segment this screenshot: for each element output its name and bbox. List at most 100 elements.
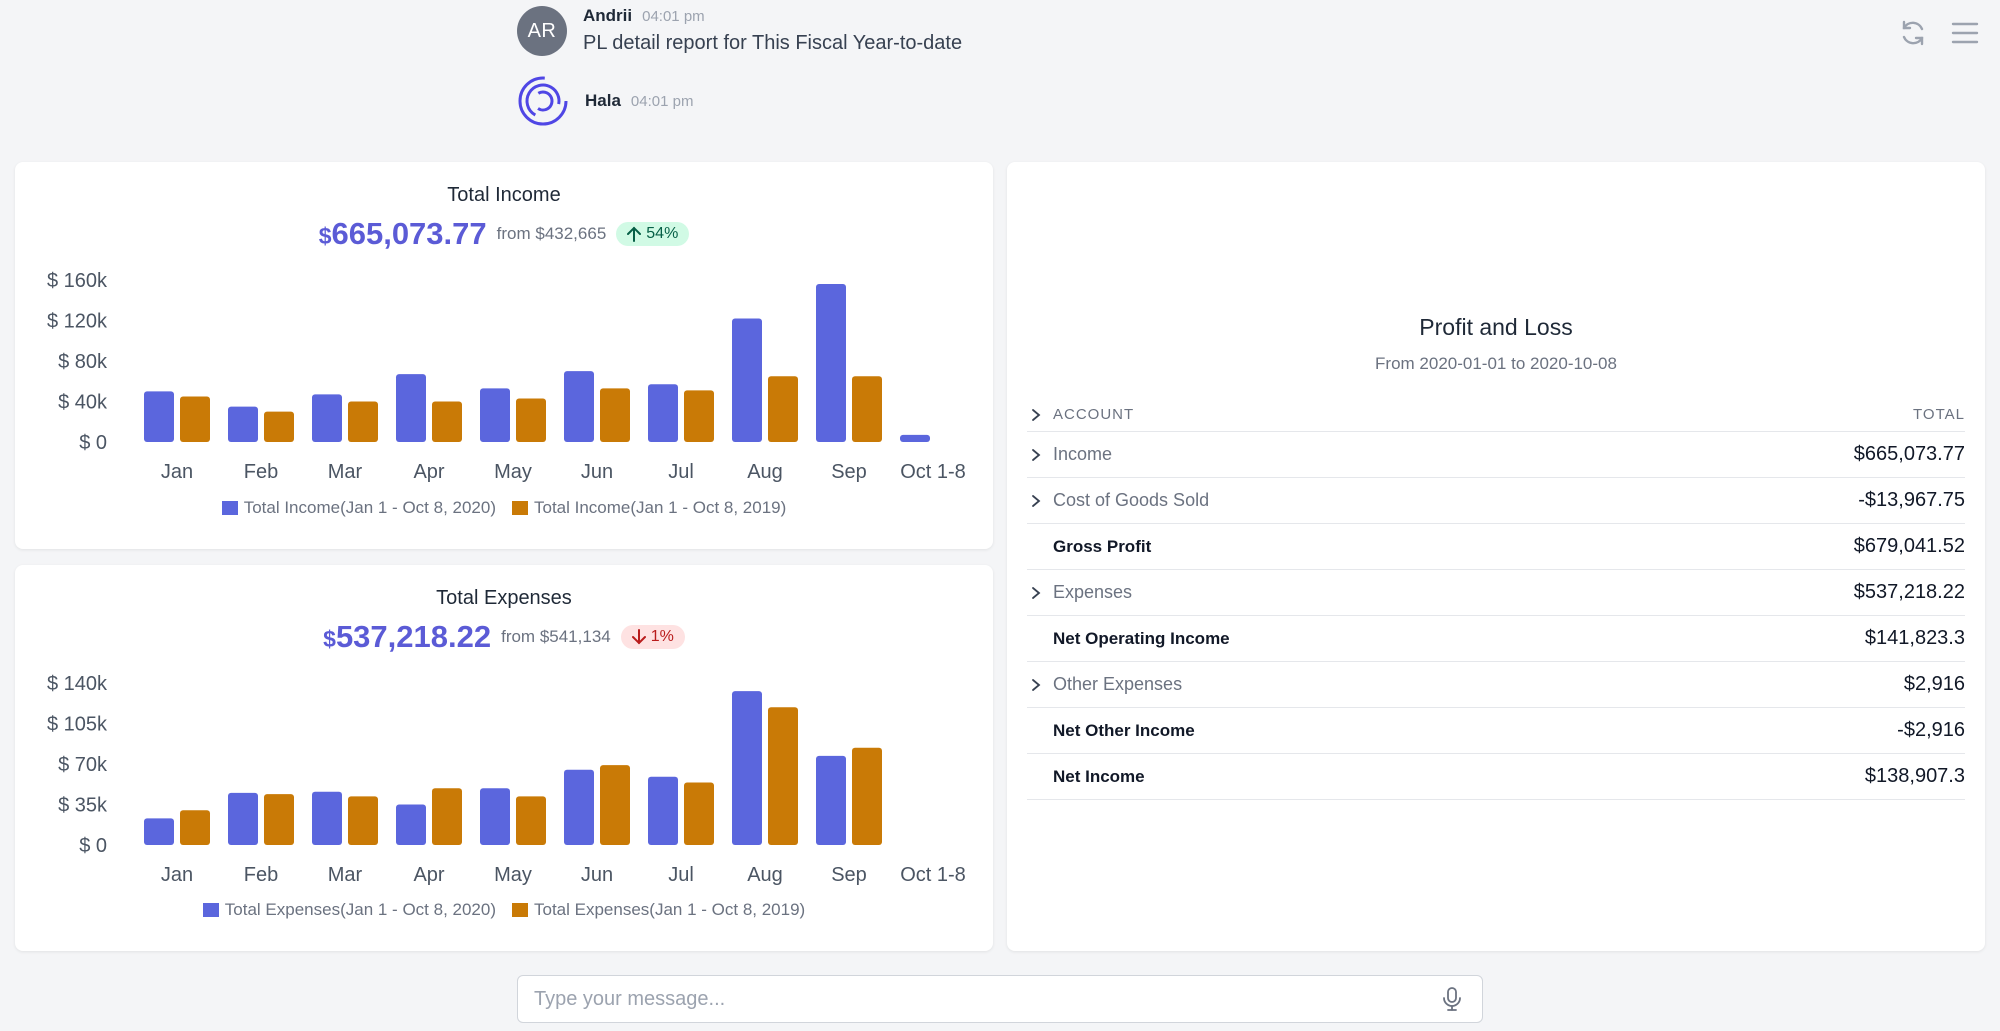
bar-2019[interactable]	[432, 788, 462, 845]
bar-2019[interactable]	[768, 707, 798, 845]
bar-2019[interactable]	[852, 747, 882, 845]
bar-2020[interactable]	[648, 384, 678, 442]
y-tick-label: $ 40k	[58, 392, 108, 414]
bar-2020[interactable]	[480, 788, 510, 845]
arrow-down-icon	[631, 629, 646, 645]
column-header-account: ACCOUNT	[1053, 406, 1135, 423]
menu-icon[interactable]	[1948, 16, 1982, 50]
pl-row-total: -$13,967.75	[1858, 489, 1965, 511]
expand-all-icon[interactable]	[1027, 408, 1053, 422]
bar-2020[interactable]	[732, 318, 762, 442]
x-tick-label: Jan	[161, 864, 193, 886]
bar-2020[interactable]	[816, 755, 846, 845]
bar-2020[interactable]	[144, 818, 174, 845]
total-income-card: Total Income $665,073.77 from $432,665 5…	[15, 162, 993, 549]
chat-message-andrii: AR Andrii 04:01 pm PL detail report for …	[517, 6, 962, 56]
chart-legend: Total Expenses(Jan 1 - Oct 8, 2020) Tota…	[15, 900, 993, 920]
bar-2019[interactable]	[516, 796, 546, 845]
pl-row: Gross Profit $679,041.52	[1027, 524, 1965, 570]
x-tick-label: Feb	[244, 461, 278, 483]
bar-2020[interactable]	[312, 394, 342, 442]
summary-from: from $432,665	[496, 224, 607, 243]
bar-2019[interactable]	[264, 411, 294, 442]
refresh-icon[interactable]	[1896, 16, 1930, 50]
bar-2019[interactable]	[180, 810, 210, 845]
bar-2020[interactable]	[396, 804, 426, 846]
pl-row[interactable]: Expenses $537,218.22	[1027, 570, 1965, 616]
pl-date-range: From 2020-01-01 to 2020-10-08	[1375, 354, 1617, 373]
bar-2020[interactable]	[732, 691, 762, 845]
x-tick-label: Apr	[413, 864, 444, 886]
bar-2020[interactable]	[228, 792, 258, 845]
pl-row-label: Expenses	[1053, 582, 1133, 602]
y-tick-label: $ 160k	[47, 270, 108, 292]
pl-row-total: $665,073.77	[1853, 443, 1965, 465]
y-tick-label: $ 70k	[58, 754, 108, 776]
x-tick-label: Mar	[328, 864, 363, 886]
x-tick-label: Aug	[747, 461, 783, 483]
bar-2019[interactable]	[432, 401, 462, 443]
pl-title: Profit and Loss	[1419, 314, 1573, 340]
bar-2019[interactable]	[348, 796, 378, 845]
x-tick-label: Jan	[161, 461, 193, 483]
message-input[interactable]	[534, 987, 1438, 1011]
y-tick-label: $ 120k	[47, 311, 108, 333]
bar-2019[interactable]	[684, 782, 714, 845]
chevron-right-icon[interactable]	[1027, 494, 1053, 508]
change-badge: 1%	[620, 625, 685, 649]
pl-row[interactable]: Income $665,073.77	[1027, 432, 1965, 478]
x-tick-label: Oct 1-8	[900, 864, 966, 886]
bar-2019[interactable]	[600, 765, 630, 845]
bar-2019[interactable]	[768, 376, 798, 442]
bar-2019[interactable]	[348, 401, 378, 443]
bar-2020[interactable]	[144, 391, 174, 442]
x-tick-label: Jul	[668, 461, 694, 483]
chat-message-hala: Hala 04:01 pm	[517, 75, 693, 127]
bar-2019[interactable]	[684, 390, 714, 442]
bar-2020[interactable]	[312, 791, 342, 845]
pl-row[interactable]: Other Expenses $2,916	[1027, 662, 1965, 708]
bar-2019[interactable]	[180, 396, 210, 442]
legend-item-2019[interactable]: Total Income(Jan 1 - Oct 8, 2019)	[512, 498, 786, 518]
y-tick-label: $ 0	[79, 432, 107, 454]
legend-item-2020[interactable]: Total Income(Jan 1 - Oct 8, 2020)	[221, 498, 496, 518]
bar-2020[interactable]	[480, 388, 510, 442]
y-tick-label: $ 140k	[47, 673, 108, 695]
chart-legend: Total Income(Jan 1 - Oct 8, 2020) Total …	[15, 498, 993, 518]
summary-amount: $537,218.22	[323, 619, 492, 654]
arrow-up-icon	[627, 226, 642, 242]
x-tick-label: Jun	[581, 864, 613, 886]
chevron-right-icon[interactable]	[1027, 448, 1053, 462]
microphone-icon[interactable]	[1438, 985, 1466, 1013]
legend-item-2019[interactable]: Total Expenses(Jan 1 - Oct 8, 2019)	[512, 900, 805, 920]
chevron-right-icon[interactable]	[1027, 678, 1053, 692]
avatar: AR	[517, 6, 567, 56]
bar-2020[interactable]	[564, 769, 594, 845]
chevron-right-icon[interactable]	[1027, 586, 1053, 600]
pl-table-header: ACCOUNT TOTAL	[1027, 398, 1965, 432]
expenses-bar-chart: $ 0 $ 35k $ 70k $ 105k $ 140k Jan Feb Mar Apr May…	[47, 673, 966, 886]
pl-row-total: $2,916	[1903, 673, 1965, 695]
bar-2020[interactable]	[900, 434, 930, 442]
hala-logo-icon	[517, 75, 569, 127]
bar-2019[interactable]	[600, 388, 630, 442]
bar-2020[interactable]	[396, 374, 426, 442]
chart-summary: $665,073.77 from $432,665 54%	[15, 216, 993, 252]
bar-2019[interactable]	[852, 376, 882, 442]
pl-row-total: $537,218.22	[1853, 581, 1965, 603]
x-tick-label: Sep	[831, 461, 867, 483]
bar-2020[interactable]	[816, 284, 846, 442]
x-tick-label: Apr	[413, 461, 444, 483]
bar-2020[interactable]	[228, 406, 258, 442]
pl-row-total: -$2,916	[1897, 719, 1965, 741]
x-tick-label: Feb	[244, 864, 278, 886]
bar-2020[interactable]	[564, 371, 594, 442]
bar-2019[interactable]	[264, 794, 294, 845]
chart-title: Total Expenses	[436, 587, 572, 609]
message-time: 04:01 pm	[642, 8, 705, 25]
pl-row[interactable]: Cost of Goods Sold -$13,967.75	[1027, 478, 1965, 524]
legend-item-2020[interactable]: Total Expenses(Jan 1 - Oct 8, 2020)	[202, 900, 496, 920]
bar-2019[interactable]	[516, 398, 546, 442]
bar-2020[interactable]	[648, 776, 678, 845]
x-tick-label: Jul	[668, 864, 694, 886]
